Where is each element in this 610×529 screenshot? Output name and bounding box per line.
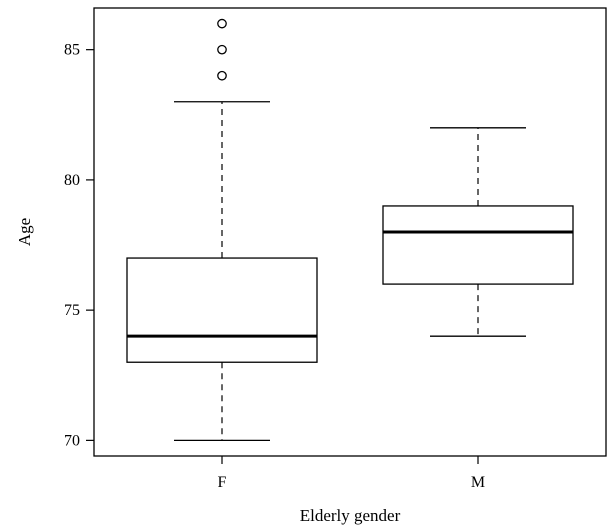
box-f [126,18,318,442]
outlier-point [217,18,227,29]
iqr-box [382,205,574,285]
y-axis: 70 75 80 85 [64,42,94,449]
iqr-box [126,257,318,363]
box-series [126,18,574,442]
y-tick-label: 70 [64,432,80,449]
outlier-point [217,44,227,55]
y-axis-label: Age [15,218,34,246]
y-tick-label: 80 [64,172,80,189]
plot-area-frame [93,7,607,457]
x-tick-label: F [218,474,227,491]
outlier-point [217,70,227,81]
x-axis-label: Elderly gender [300,506,401,525]
x-tick-label: M [471,474,485,491]
y-tick-label: 75 [64,302,80,319]
y-tick-label: 85 [64,42,80,59]
box-m [382,127,574,337]
